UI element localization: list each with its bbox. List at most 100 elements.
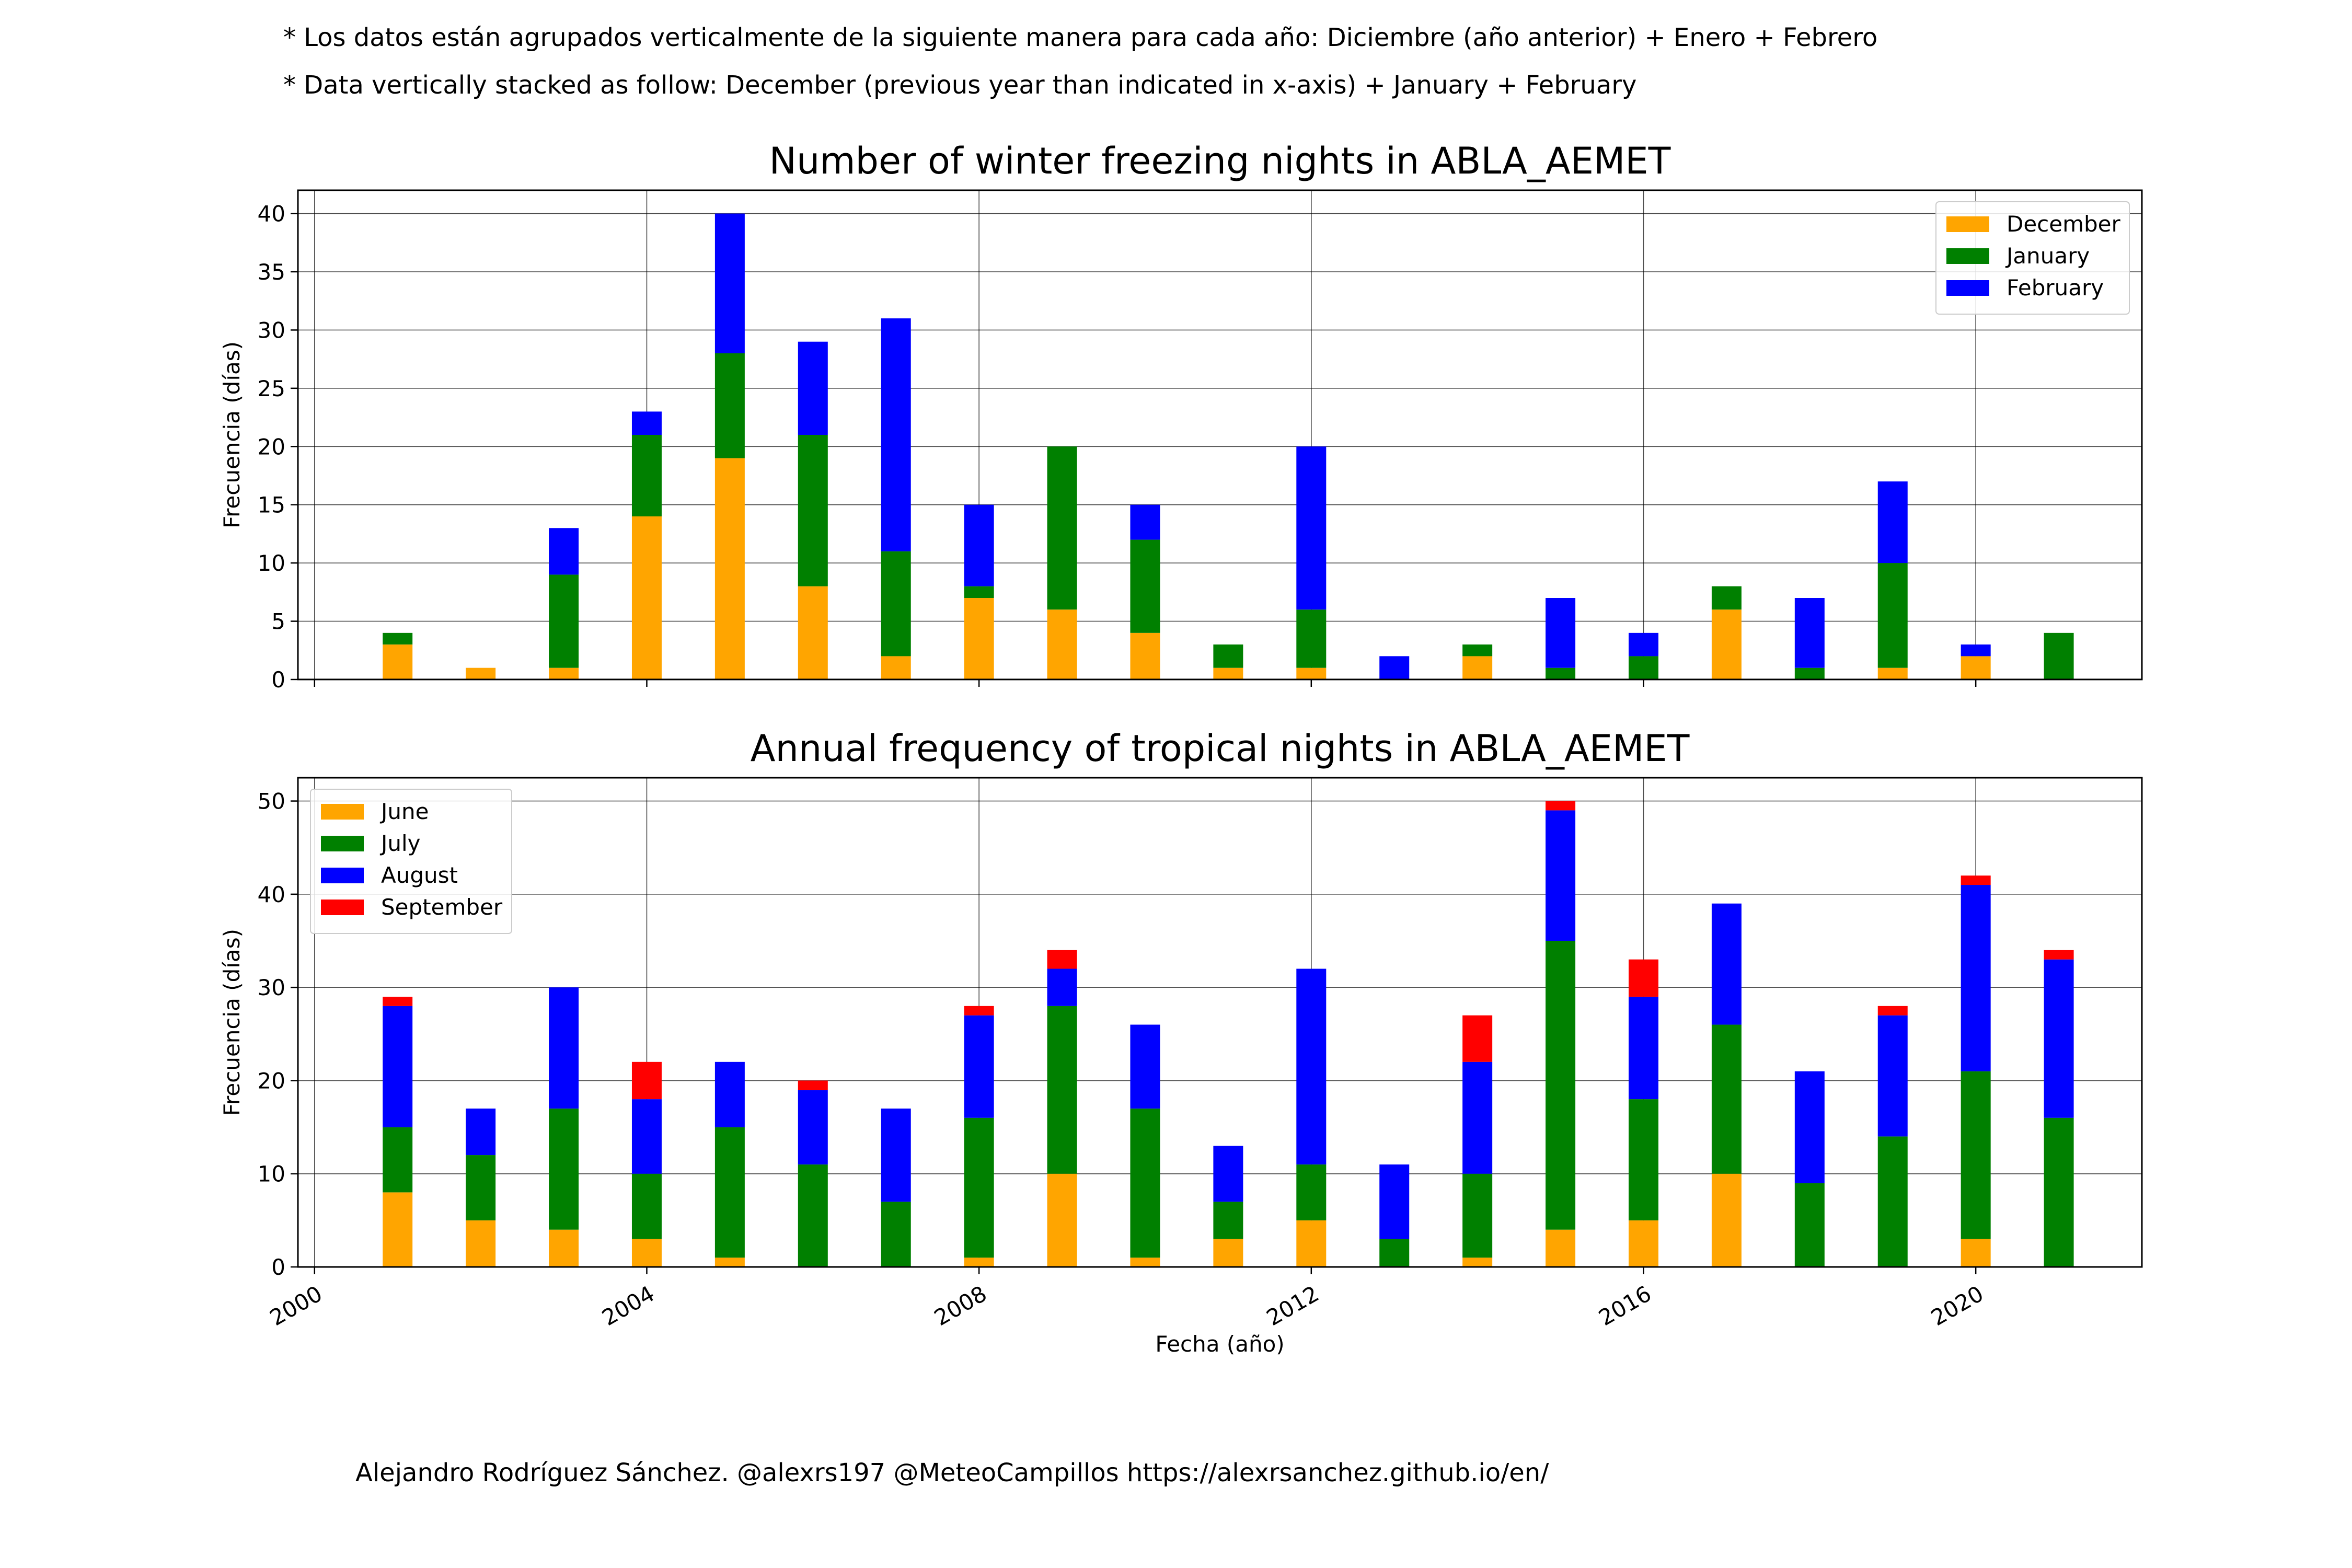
bar-august-2013	[1379, 1164, 1410, 1239]
bar-december-2014	[1462, 656, 1493, 679]
bar-august-2002	[466, 1108, 496, 1156]
bar-february-2005	[714, 213, 745, 353]
bar-february-2013	[1379, 656, 1410, 679]
ytick-label: 20	[258, 1068, 285, 1093]
bar-august-2005	[714, 1062, 745, 1127]
bar-september-2004	[631, 1062, 662, 1100]
legend-label-february: February	[2007, 275, 2104, 301]
bar-august-2021	[2044, 959, 2074, 1118]
legend-label-august: August	[381, 862, 458, 888]
bar-february-2007	[881, 318, 911, 551]
note-english: * Data vertically stacked as follow: Dec…	[283, 71, 1637, 100]
bar-december-2019	[1877, 667, 1908, 679]
bar-september-2019	[1877, 1006, 1908, 1016]
bar-august-2007	[881, 1108, 911, 1202]
bar-january-2016	[1628, 656, 1658, 679]
ytick-label: 40	[258, 882, 285, 907]
bar-december-2004	[631, 516, 662, 679]
bar-february-2012	[1296, 446, 1327, 610]
bar-january-2006	[798, 435, 828, 586]
bar-june-2014	[1462, 1258, 1493, 1267]
bar-september-2015	[1546, 801, 1576, 811]
bar-july-2005	[714, 1127, 745, 1258]
bar-january-2019	[1877, 563, 1908, 668]
bar-june-2005	[714, 1258, 745, 1267]
bar-july-2021	[2044, 1117, 2074, 1267]
bar-december-2011	[1213, 667, 1243, 679]
bar-february-2004	[631, 411, 662, 435]
bar-june-2001	[383, 1192, 413, 1267]
bar-july-2014	[1462, 1173, 1493, 1258]
bar-february-2016	[1628, 632, 1658, 656]
axes-frame	[297, 189, 2143, 681]
bar-july-2016	[1628, 1099, 1658, 1220]
bar-july-2020	[1961, 1071, 1991, 1239]
xtick-label: 2000	[266, 1281, 327, 1331]
bar-february-2010	[1130, 504, 1160, 540]
bar-december-2005	[714, 458, 745, 679]
bar-august-2016	[1628, 996, 1658, 1100]
ytick-label: 0	[271, 1254, 285, 1280]
bar-december-2012	[1296, 667, 1327, 679]
xlabel: Fecha (año)	[1155, 1331, 1284, 1357]
bar-january-2005	[714, 353, 745, 458]
legend-swatch-september	[321, 900, 364, 915]
ytick-label: 25	[258, 376, 285, 401]
bar-september-2009	[1047, 950, 1077, 969]
bar-september-2008	[964, 1006, 994, 1016]
bar-june-2020	[1961, 1239, 1991, 1267]
bar-august-2014	[1462, 1062, 1493, 1174]
ytick-label: 10	[258, 550, 285, 576]
bar-july-2008	[964, 1117, 994, 1258]
bar-july-2003	[549, 1108, 579, 1230]
legend-label-september: September	[381, 894, 503, 920]
ytick-label: 30	[258, 975, 285, 1000]
xtick-label: 2008	[930, 1281, 991, 1331]
bar-january-2021	[2044, 632, 2074, 679]
xtick-label: 2012	[1262, 1281, 1323, 1331]
bar-january-2001	[383, 632, 413, 645]
bar-january-2004	[631, 435, 662, 516]
bar-july-2018	[1794, 1183, 1825, 1267]
legend-label-july: July	[379, 831, 421, 856]
ytick-label: 50	[258, 789, 285, 814]
bar-august-2004	[631, 1099, 662, 1174]
bar-august-2010	[1130, 1024, 1160, 1109]
bar-july-2013	[1379, 1239, 1410, 1267]
legend-label-december: December	[2007, 211, 2121, 237]
legend-swatch-june	[321, 804, 364, 820]
bar-july-2006	[798, 1164, 828, 1267]
ylabel: Frecuencia (días)	[219, 341, 245, 528]
bar-february-2006	[798, 341, 828, 435]
bar-july-2001	[383, 1127, 413, 1193]
legend-swatch-july	[321, 836, 364, 851]
credits-footer: Alejandro Rodríguez Sánchez. @alexrs197 …	[355, 1458, 1549, 1488]
legend-swatch-december	[1946, 216, 1989, 232]
bar-february-2019	[1877, 481, 1908, 563]
bar-august-2018	[1794, 1071, 1825, 1183]
bar-june-2009	[1047, 1173, 1077, 1267]
bar-august-2011	[1213, 1146, 1243, 1202]
bar-january-2017	[1711, 586, 1742, 610]
bar-july-2019	[1877, 1136, 1908, 1267]
ytick-label: 0	[271, 667, 285, 693]
legend: December January February	[1935, 201, 2130, 315]
ylabel: Frecuencia (días)	[219, 929, 245, 1116]
bar-august-2012	[1296, 969, 1327, 1165]
bar-june-2011	[1213, 1239, 1243, 1267]
bar-august-2019	[1877, 1015, 1908, 1137]
bar-july-2010	[1130, 1108, 1160, 1258]
bar-june-2012	[1296, 1220, 1327, 1267]
bar-september-2021	[2044, 950, 2074, 960]
bar-january-2012	[1296, 609, 1327, 668]
bar-january-2011	[1213, 644, 1243, 668]
bar-january-2003	[549, 574, 579, 668]
bar-july-2002	[466, 1155, 496, 1220]
bar-august-2020	[1961, 885, 1991, 1071]
chart-title: Number of winter freezing nights in ABLA…	[769, 140, 1671, 182]
ytick-label: 40	[258, 201, 285, 227]
bar-august-2008	[964, 1015, 994, 1118]
ytick-label: 10	[258, 1161, 285, 1187]
bar-january-2015	[1546, 667, 1576, 679]
